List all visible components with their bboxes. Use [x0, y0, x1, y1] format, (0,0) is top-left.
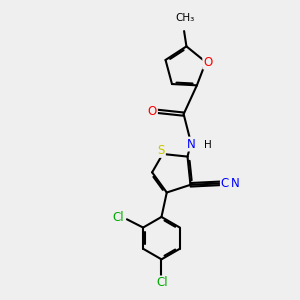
Text: Cl: Cl [156, 276, 168, 290]
Text: H: H [204, 140, 212, 150]
Text: O: O [148, 105, 157, 118]
Text: S: S [158, 144, 165, 157]
Text: C: C [221, 177, 229, 190]
Text: CH₃: CH₃ [175, 13, 194, 23]
Text: N: N [231, 177, 240, 190]
Text: N: N [187, 138, 196, 151]
Text: O: O [203, 56, 212, 69]
Text: Cl: Cl [113, 211, 124, 224]
